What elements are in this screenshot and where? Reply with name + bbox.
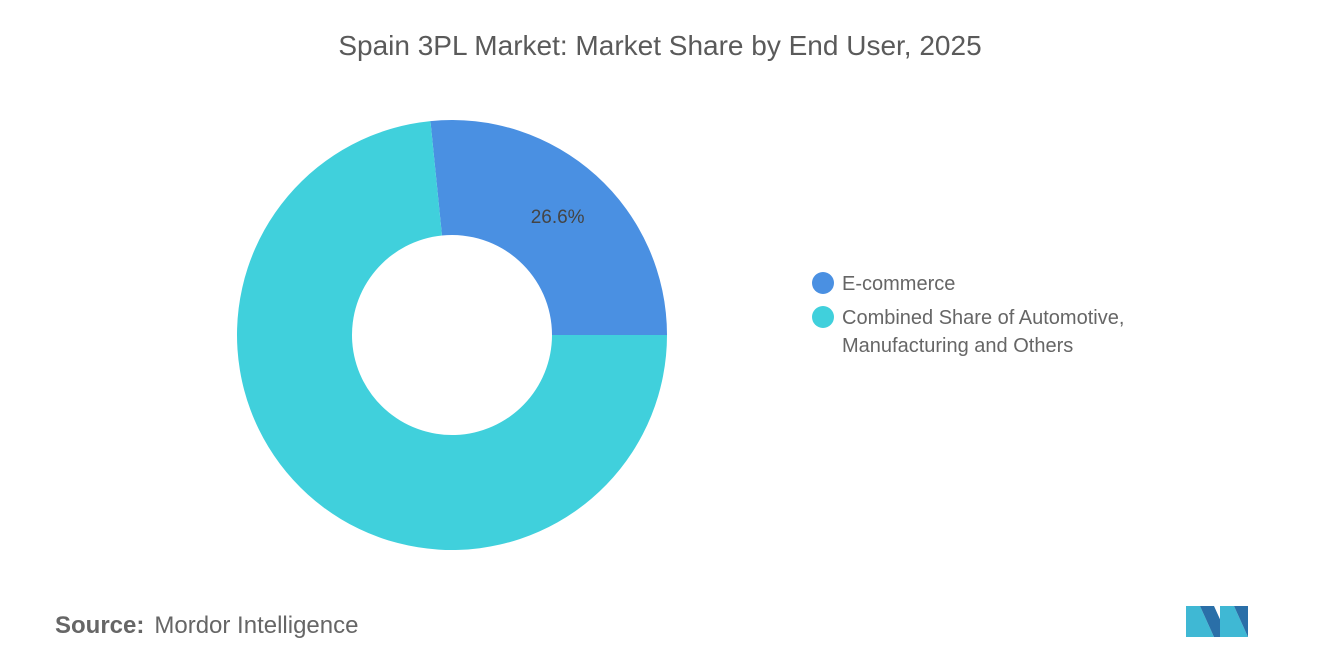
legend-label: E-commerce: [842, 273, 956, 295]
source-label: Source:: [55, 612, 145, 639]
legend-swatch: [812, 272, 834, 294]
source: Source: Mordor Intelligence: [55, 612, 358, 640]
legend-swatch: [812, 306, 834, 328]
chart-title: Spain 3PL Market: Market Share by End Us…: [338, 30, 982, 61]
legend-item: Combined Share of Automotive, Manufactur…: [812, 304, 1172, 360]
legend-label: Combined Share of Automotive, Manufactur…: [842, 307, 1125, 357]
value-label: 26.6%: [531, 207, 585, 228]
donut-slice: [237, 121, 667, 550]
donut-slice: [430, 120, 667, 335]
source-text: Mordor Intelligence: [154, 612, 359, 639]
logo: [1186, 606, 1248, 637]
legend: E-commerce Combined Share of Automotive, …: [812, 270, 1172, 366]
legend-item: E-commerce: [812, 270, 1172, 298]
